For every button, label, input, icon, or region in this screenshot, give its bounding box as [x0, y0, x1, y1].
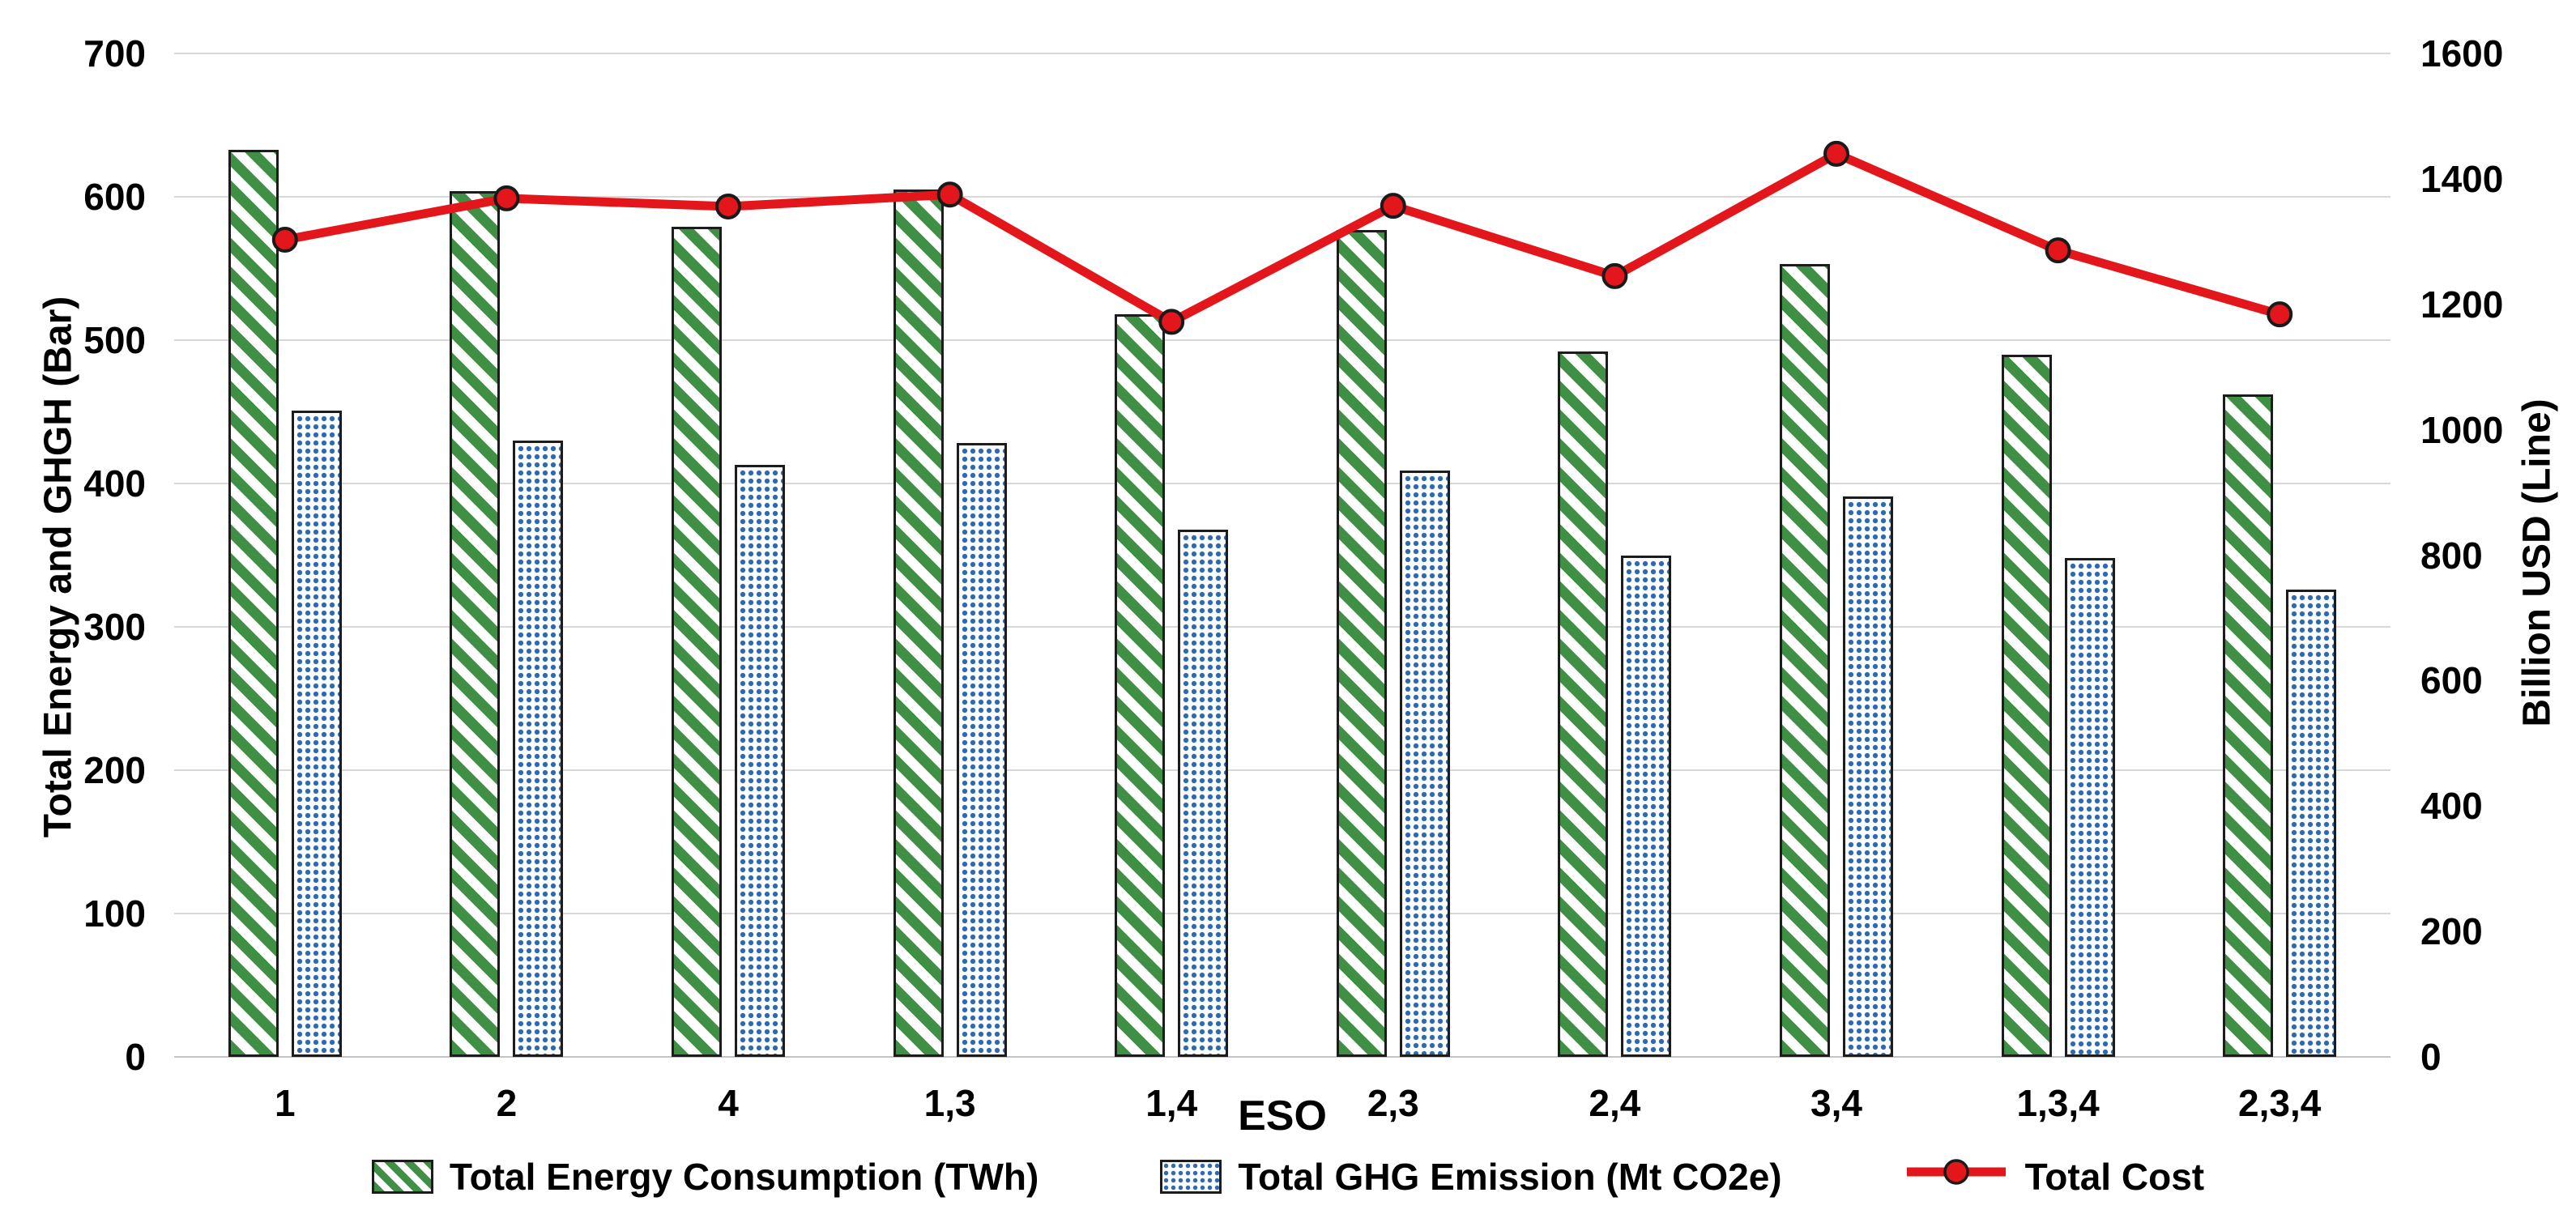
cost-line-marker-icon	[1904, 1153, 2009, 1199]
left-axis-tick-label: 300	[83, 606, 146, 648]
x-axis-category-label: 3,4	[1810, 1082, 1862, 1124]
legend-item-ghg: Total GHG Emission (Mt CO2e)	[1160, 1155, 1782, 1199]
energy-bar	[228, 149, 279, 1057]
x-axis-title: ESO	[1238, 1093, 1327, 1139]
energy-bar	[893, 190, 944, 1057]
gridline	[174, 483, 2390, 484]
legend-item-energy: Total Energy Consumption (TWh)	[371, 1155, 1039, 1199]
ghg-bar	[1843, 496, 1893, 1057]
left-axis-tick-label: 700	[83, 32, 146, 75]
left-axis-tick-label: 400	[83, 462, 146, 505]
x-axis-category-label: 2,3,4	[2238, 1082, 2322, 1124]
total-cost-marker	[1601, 262, 1628, 289]
right-axis-tick-label: 400	[2420, 785, 2483, 828]
ghg-bar	[513, 440, 564, 1057]
legend-label-cost: Total Cost	[2024, 1155, 2205, 1198]
right-axis-tick-label: 200	[2420, 910, 2483, 953]
right-axis-tick-label: 1000	[2420, 408, 2504, 451]
ghg-bar	[956, 443, 1007, 1057]
energy-hatch-swatch-icon	[371, 1159, 433, 1194]
legend-label-energy: Total Energy Consumption (TWh)	[449, 1155, 1039, 1198]
total-cost-marker	[1823, 140, 1849, 167]
ghg-bar	[291, 410, 342, 1057]
ghg-bar	[2064, 558, 2115, 1057]
ghg-bar	[1178, 529, 1229, 1057]
ghg-dots-swatch-icon	[1160, 1159, 1222, 1194]
gridline	[174, 626, 2390, 628]
left-axis-tick-label: 600	[83, 176, 146, 218]
energy-bar	[2001, 354, 2052, 1057]
left-axis-tick-label: 100	[83, 892, 146, 935]
gridline	[174, 339, 2390, 341]
right-axis-tick-label: 1400	[2420, 157, 2504, 200]
energy-bar	[672, 227, 722, 1057]
right-axis-title: Billion USD (Line)	[2515, 398, 2559, 727]
x-axis-category-label: 2,4	[1589, 1082, 1641, 1124]
gridline	[174, 196, 2390, 198]
right-axis-tick-label: 1200	[2420, 283, 2504, 326]
legend: Total Energy Consumption (TWh) Total GHG…	[0, 1153, 2576, 1199]
gridline	[174, 53, 2390, 54]
x-axis-category-label: 4	[718, 1082, 739, 1124]
total-cost-line	[280, 149, 2284, 326]
left-axis-tick-label: 200	[83, 749, 146, 791]
x-axis-category-label: 2,3	[1367, 1082, 1419, 1124]
x-axis-category-label: 2	[496, 1082, 518, 1124]
left-axis-tick-label: 500	[83, 319, 146, 361]
gridline	[174, 913, 2390, 914]
total-cost-marker	[2045, 237, 2071, 264]
ghg-bar	[735, 464, 785, 1057]
right-axis-tick-label: 1600	[2420, 32, 2504, 75]
x-axis-category-label: 1,4	[1145, 1082, 1198, 1124]
x-axis-category-label: 1	[275, 1082, 296, 1124]
ghg-bar	[1621, 555, 1672, 1057]
right-axis-tick-label: 800	[2420, 534, 2483, 577]
ghg-bar	[1399, 471, 1450, 1057]
x-axis-category-label: 1,3,4	[2016, 1082, 2100, 1124]
legend-item-cost: Total Cost	[1904, 1153, 2204, 1199]
right-axis-tick-label: 0	[2420, 1036, 2442, 1078]
gridline	[174, 769, 2390, 771]
gridline	[174, 1056, 2390, 1058]
energy-bar	[450, 190, 501, 1057]
energy-bar	[1780, 264, 1830, 1057]
total-cost-marker	[2267, 301, 2293, 328]
energy-bar	[2223, 394, 2274, 1057]
total-cost-marker	[715, 193, 741, 219]
left-axis-tick-label: 0	[125, 1036, 146, 1078]
ghg-bar	[2286, 589, 2337, 1057]
total-cost-marker	[1380, 193, 1406, 219]
energy-bar	[1558, 351, 1609, 1057]
energy-bar	[1115, 314, 1166, 1057]
legend-label-ghg: Total GHG Emission (Mt CO2e)	[1238, 1155, 1782, 1198]
right-axis-tick-label: 600	[2420, 659, 2483, 702]
x-axis-category-label: 1,3	[923, 1082, 976, 1124]
energy-bar	[1336, 229, 1387, 1057]
